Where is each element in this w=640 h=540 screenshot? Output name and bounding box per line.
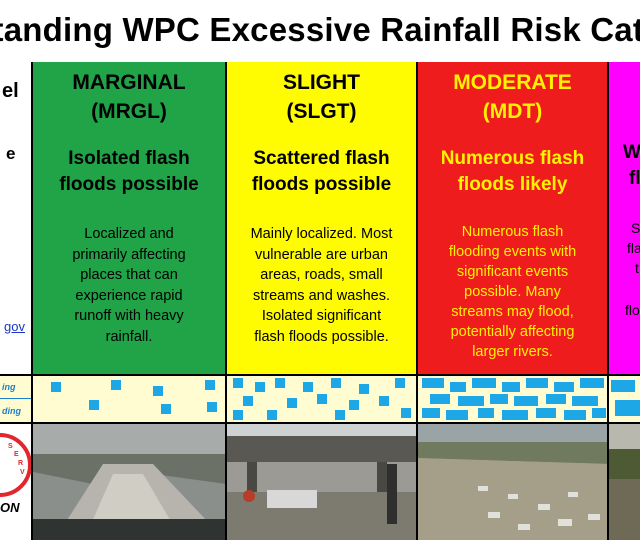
desc-line: rainfall.	[105, 328, 153, 345]
desc-line: vulnerable are urban	[254, 246, 388, 263]
svg-text:E: E	[14, 451, 19, 458]
desc-line: flash floods possible.	[254, 328, 389, 345]
desc-line: possible. Many	[464, 284, 561, 300]
description: Mainly localized. Most vulnerable are ur…	[227, 224, 416, 347]
coverage-band-slight	[225, 374, 416, 422]
page-title-bar: standing WPC Excessive Rainfall Risk Cat…	[0, 0, 640, 64]
level-name: MARGINAL	[72, 71, 186, 94]
level-name: SLIGHT	[283, 71, 360, 94]
desc-line: larger rivers.	[472, 344, 553, 360]
page-title: standing WPC Excessive Rainfall Risk Cat…	[0, 11, 640, 48]
desc-line: primarily affecting	[72, 246, 186, 263]
desc-line: streams may flood,	[451, 304, 574, 320]
category-high-partial: W fl S fla t flo	[607, 62, 640, 374]
desc-frag: fla	[627, 240, 640, 256]
desc-line: experience rapid	[75, 287, 183, 304]
summary-line-2: floods possible	[251, 174, 392, 195]
summary-line-1: Isolated flash	[68, 148, 190, 169]
level-code: (SLGT)	[286, 100, 357, 123]
desc-frag: flo	[625, 302, 640, 318]
coverage-band-moderate	[416, 374, 607, 422]
category-moderate: MODERATE (MDT) Numerous flash floods lik…	[416, 62, 607, 374]
level-code: (MRGL)	[91, 100, 167, 123]
summary-line-1: Scattered flash	[253, 148, 390, 169]
desc-line: significant events	[456, 264, 569, 280]
description: Numerous flash flooding events with sign…	[418, 222, 607, 362]
left-band-legend: ing ding	[0, 374, 31, 422]
left-frag-top: el	[2, 80, 19, 102]
level-code: (MDT)	[482, 100, 543, 123]
desc-line: places that can	[80, 267, 178, 283]
desc-line: Localized and	[84, 226, 174, 242]
nws-logo-icon: S E R V	[0, 433, 31, 497]
level-name: MODERATE	[453, 71, 572, 94]
coverage-band-marginal	[31, 374, 225, 422]
left-frag-mid: e	[6, 144, 16, 163]
summary-line-1: W	[623, 142, 640, 163]
desc-frag: S	[631, 220, 640, 236]
coverage-band-high	[607, 374, 640, 422]
category-marginal: MARGINAL (MRGL) Isolated flash floods po…	[31, 62, 225, 374]
left-frag-link[interactable]: gov	[4, 319, 25, 334]
photo-marginal	[31, 422, 225, 540]
desc-line: streams and washes.	[252, 287, 390, 304]
category-slight: SLIGHT (SLGT) Scattered flash floods pos…	[225, 62, 416, 374]
desc-line: potentially affecting	[450, 324, 575, 340]
summary-line-1: Numerous flash	[440, 148, 585, 169]
svg-text:R: R	[18, 460, 23, 467]
desc-line: flooding events with	[448, 244, 577, 260]
summary-line-2: fl	[629, 168, 640, 189]
band-label-1: ing	[2, 382, 16, 392]
photo-moderate	[416, 422, 607, 540]
photo-slight	[225, 422, 416, 540]
photo-high	[607, 422, 640, 540]
summary-line-2: floods possible	[59, 174, 199, 195]
logo-text: ON	[0, 500, 20, 515]
band-label-2: ding	[2, 406, 21, 416]
desc-frag: t	[635, 260, 639, 276]
summary-line-2: floods likely	[457, 174, 568, 195]
desc-line: areas, roads, small	[260, 267, 383, 283]
desc-line: Mainly localized. Most	[250, 226, 393, 242]
desc-line: runoff with heavy	[74, 308, 184, 324]
description: Localized and primarily affecting places…	[33, 224, 225, 347]
svg-text:V: V	[20, 469, 25, 476]
desc-line: Numerous flash	[461, 224, 564, 240]
nws-logo-area: S E R V ON	[0, 422, 31, 540]
svg-text:S: S	[8, 443, 13, 450]
desc-line: Isolated significant	[261, 308, 382, 324]
